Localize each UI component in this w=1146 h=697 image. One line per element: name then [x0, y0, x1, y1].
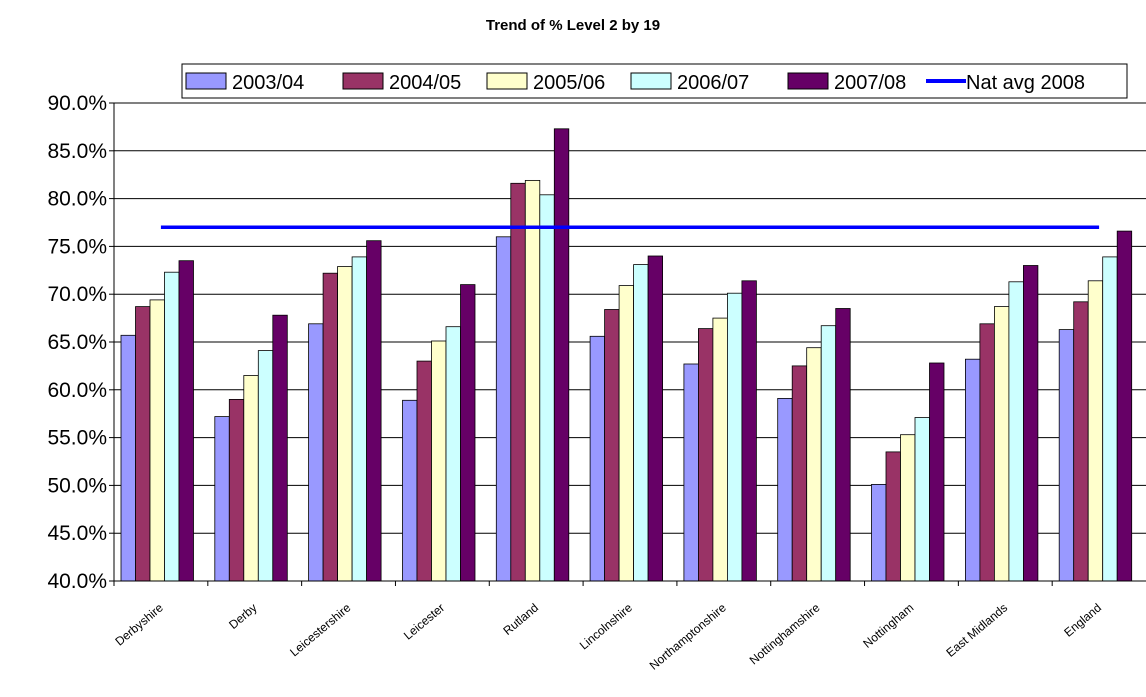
bar: [698, 328, 714, 582]
bar: [120, 334, 136, 582]
y-tick-label: 40.0%: [47, 570, 107, 593]
y-tick-label: 80.0%: [47, 188, 107, 211]
bar: [510, 182, 526, 582]
bar: [712, 317, 728, 582]
bar: [431, 340, 447, 582]
bar: [994, 306, 1010, 582]
bar: [979, 323, 995, 582]
bar: [1008, 281, 1024, 582]
legend-swatch: [185, 72, 227, 90]
bar: [820, 325, 837, 582]
legend-label: 2007/08: [834, 72, 906, 94]
legend-label: 2005/06: [533, 72, 605, 94]
legend-label: Nat avg 2008: [966, 72, 1085, 94]
y-tick-label: 90.0%: [47, 92, 107, 115]
x-tick-label: Rutland: [500, 601, 541, 638]
bar: [553, 128, 570, 582]
y-tick-label: 55.0%: [47, 427, 107, 450]
y-tick-label: 65.0%: [47, 331, 107, 354]
bar: [806, 347, 822, 582]
legend-swatch: [787, 72, 829, 90]
bar: [308, 323, 324, 582]
y-tick-label: 45.0%: [47, 522, 107, 545]
y-axis-ticks: 40.0% 45.0% 50.0% 55.0% 60.0% 65.0% 70.0% 75.0%…: [47, 92, 114, 593]
bar: [524, 179, 541, 582]
y-tick-label: 60.0%: [47, 379, 107, 402]
bar: [683, 363, 699, 582]
y-tick-label: 50.0%: [47, 474, 107, 497]
legend-swatch: [486, 72, 528, 90]
bar: [777, 397, 793, 582]
bar: [741, 280, 757, 582]
bar: [257, 350, 274, 582]
x-tick-label: Derbyshire: [112, 600, 166, 648]
bar: [835, 308, 851, 582]
legend-swatch: [342, 72, 384, 90]
bar: [1058, 329, 1075, 582]
bar: [445, 326, 461, 582]
chart-title: Trend of % Level 2 by 19: [486, 17, 660, 34]
y-tick-label: 85.0%: [47, 140, 107, 163]
bar: [178, 260, 194, 582]
bar: [214, 416, 230, 582]
legend-label: 2003/04: [232, 72, 304, 94]
bar: [1073, 301, 1089, 582]
x-tick-label: Nottinghamshire: [747, 600, 823, 667]
bar: [900, 434, 916, 582]
bar: [647, 255, 663, 582]
x-tick-label: Northamptonshire: [647, 600, 729, 672]
bar: [589, 335, 605, 582]
legend: 2003/04 2004/05 2005/06 2006/07 2007/08 Nat a…: [181, 63, 1128, 99]
bar: [1102, 256, 1118, 582]
x-axis-ticks: Derbyshire Derby Leicestershire Leicester Ru…: [112, 581, 1104, 673]
x-tick-label: Leicestershire: [287, 600, 353, 659]
x-tick-label: Lincolnshire: [577, 600, 635, 652]
bar: [272, 314, 288, 582]
bar: [243, 375, 259, 582]
bar: [366, 240, 382, 582]
y-tick-label: 70.0%: [47, 283, 107, 306]
bar: [351, 256, 368, 582]
bar: [618, 285, 634, 582]
bar: [416, 360, 432, 582]
bar: [1116, 230, 1133, 582]
bar: [1087, 280, 1104, 582]
x-tick-label: England: [1061, 601, 1104, 640]
bar: [914, 417, 930, 582]
bar: [727, 292, 743, 582]
bar: [149, 299, 165, 582]
bar: [1023, 265, 1039, 582]
bar: [135, 306, 151, 582]
bar: [791, 365, 808, 582]
bars: [120, 128, 1133, 582]
bar: [337, 266, 353, 582]
bar: [885, 451, 901, 582]
legend-label: 2004/05: [389, 72, 461, 94]
bar: [402, 399, 418, 582]
x-tick-label: Leicester: [401, 601, 447, 643]
bar: [604, 309, 620, 582]
bar: [633, 264, 649, 582]
legend-swatch: [630, 72, 672, 90]
bar: [965, 358, 981, 582]
bar: [322, 272, 339, 582]
bar: [539, 194, 555, 582]
bar: [929, 362, 945, 582]
x-tick-label: Nottingham: [860, 601, 916, 651]
bar: [495, 236, 512, 582]
legend-label: 2006/07: [677, 72, 749, 94]
bar: [871, 483, 887, 582]
bar: [164, 271, 180, 582]
bar: [228, 398, 245, 582]
x-tick-label: East Midlands: [943, 601, 1010, 660]
x-tick-label: Derby: [226, 601, 260, 632]
bar: [460, 284, 476, 582]
y-tick-label: 75.0%: [47, 235, 107, 258]
